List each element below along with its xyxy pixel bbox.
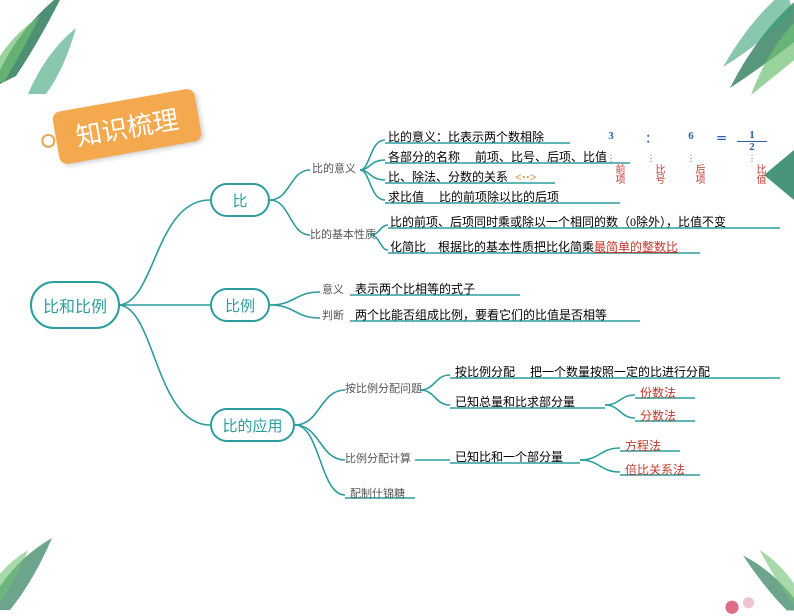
- ratio-example: 3 ： 6 ＝ 1 2 ⋮⋮⋮⋮ 前项 比号 后项 比值: [591, 130, 772, 184]
- line-fsf: 分数法: [640, 407, 676, 424]
- line-relation: 比、除法、分数的关系 <··>: [388, 168, 537, 185]
- ratio-h1: 前项: [591, 164, 631, 184]
- line-fcf: 方程法: [625, 437, 661, 454]
- line-qbz-b: 比的前项除以比的后项: [439, 190, 559, 204]
- label-yiyi: 意义: [322, 281, 344, 297]
- label-biyi: 比的意义: [312, 160, 356, 176]
- ratio-h4: 比值: [732, 164, 772, 184]
- line-meaning: 比的意义：比表示两个数相除: [388, 128, 544, 145]
- label-afp: 按比例分配问题: [345, 380, 422, 396]
- node-bi: 比: [210, 183, 270, 217]
- double-arrow-icon: <··>: [515, 170, 537, 184]
- ratio-h3: 后项: [671, 164, 711, 184]
- label-panduan: 判断: [322, 307, 344, 323]
- ratio-frac-d: 2: [737, 142, 767, 153]
- line-hj-c: 最简单的整数比: [594, 240, 678, 254]
- line-parts-a: 各部分的名称: [388, 150, 460, 164]
- root-node: 比和比例: [30, 281, 120, 329]
- line-total: 已知总量和比求部分量: [455, 393, 575, 410]
- line-relation-text: 比、除法、分数的关系: [388, 170, 508, 184]
- ratio-eq: ＝: [711, 130, 732, 153]
- node-biyy: 比的应用: [210, 408, 295, 442]
- line-parts: 各部分的名称 前项、比号、后项、比值: [388, 148, 607, 165]
- line-qiubizhi: 求比值 比的前项除以比的后项: [388, 188, 559, 205]
- line-afp-b: 把一个数量按照一定的比进行分配: [530, 365, 710, 379]
- ratio-colon: ：: [631, 130, 671, 153]
- line-known: 已知比和一个部分量: [455, 448, 563, 465]
- line-bili-yiyi: 表示两个比相等的式子: [355, 280, 475, 297]
- ratio-h2: 比号: [631, 164, 671, 184]
- ratio-a: 3: [591, 130, 631, 153]
- line-parts-b: 前项、比号、后项、比值: [475, 150, 607, 164]
- line-bili-pd: 两个比能否组成比例，要看它们的比值是否相等: [355, 306, 607, 323]
- label-pzsj: 配制什锦糖: [350, 485, 405, 501]
- node-bili: 比例: [210, 288, 270, 322]
- line-fenshu: 份数法: [640, 384, 676, 401]
- line-huajian: 化简比 根据比的基本性质把比化简乘最简单的整数比: [390, 238, 678, 255]
- ratio-b: 6: [671, 130, 711, 153]
- label-bijb: 比的基本性质: [310, 226, 376, 242]
- line-afp: 按比例分配 把一个数量按照一定的比进行分配: [455, 363, 710, 380]
- line-afp-a: 按比例分配: [455, 365, 515, 379]
- label-blfpjs: 比例分配计算: [345, 450, 411, 466]
- line-qbz-a: 求比值: [388, 190, 424, 204]
- line-hj-b: 根据比的基本性质把比化简乘: [438, 240, 594, 254]
- ratio-frac: 1 2: [732, 130, 772, 153]
- line-property: 比的前项、后项同时乘或除以一个相同的数（0除外），比值不变: [390, 213, 726, 230]
- line-hj-a: 化简比: [390, 240, 426, 254]
- line-bbgx: 倍比关系法: [625, 461, 685, 478]
